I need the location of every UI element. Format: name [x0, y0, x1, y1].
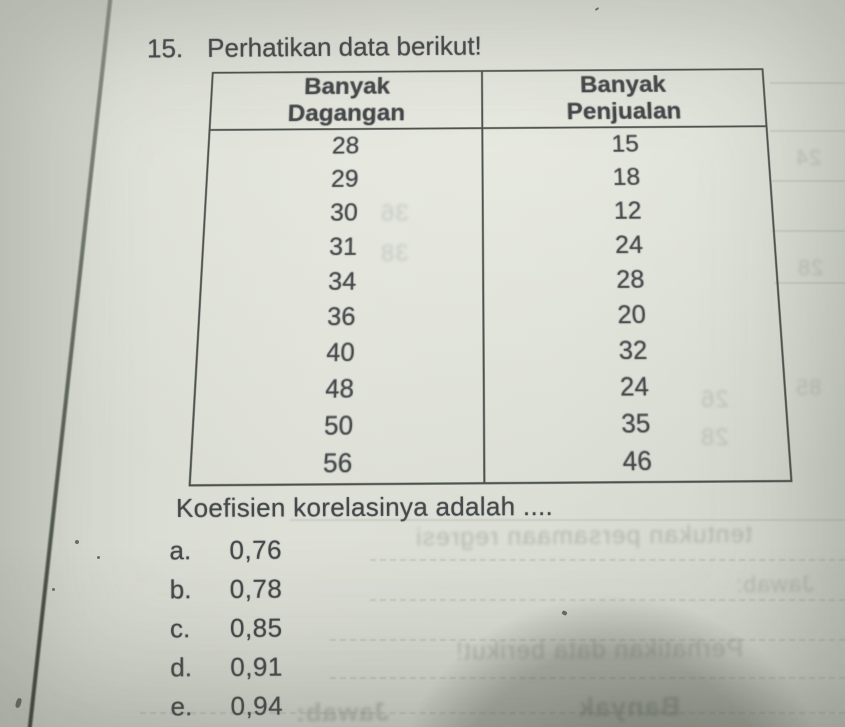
- cell-penjualan: 12: [481, 193, 773, 230]
- option-letter: a.: [169, 535, 192, 566]
- dust-speck: [75, 540, 79, 544]
- cell-penjualan: 24: [482, 227, 776, 264]
- option-value: 0,91: [230, 651, 283, 682]
- cell-penjualan: 15: [481, 127, 768, 163]
- cell-dagangan: 56: [322, 448, 353, 479]
- data-table: Banyak Dagangan Banyak Penjualan 28 15 2…: [188, 68, 793, 487]
- cell-dagangan: 36: [326, 302, 356, 332]
- option-letter: d.: [170, 652, 193, 683]
- header-cell-banyak-dagangan: Banyak Dagangan: [287, 72, 406, 127]
- table-row: 31 24: [203, 227, 776, 265]
- cell-penjualan: 24: [482, 368, 786, 408]
- cell-penjualan: 32: [482, 332, 783, 371]
- table-row: 48 24: [195, 368, 786, 409]
- question-prompt: Perhatikan data berikut!: [207, 30, 482, 63]
- table-row: 56 46: [191, 442, 791, 484]
- cell-penjualan: 20: [482, 296, 780, 335]
- question-header: 15. Perhatikan data berikut!: [147, 31, 482, 65]
- option-value: 0,78: [229, 573, 283, 604]
- cell-penjualan: 46: [483, 442, 791, 483]
- options-list: a. 0,76 b. 0,78 c. 0,85 d. 0,91 e. 0,94: [169, 531, 283, 727]
- option-b: b. 0,78: [170, 570, 283, 610]
- option-letter: e.: [170, 691, 193, 722]
- table-row: 34 28: [201, 261, 778, 301]
- header-cell-banyak-penjualan: Banyak Penjualan: [481, 70, 766, 128]
- dust-speck: [52, 588, 55, 591]
- table-row: 50 35: [193, 404, 788, 446]
- option-value: 0,76: [229, 534, 283, 565]
- table-row: 30 12: [205, 193, 773, 231]
- cell-dagangan: 50: [323, 411, 354, 442]
- option-letter: b.: [169, 574, 192, 605]
- option-value: 0,94: [230, 690, 284, 721]
- cell-dagangan: 40: [325, 338, 355, 368]
- cell-dagangan: 30: [329, 199, 359, 227]
- table-row: 40 32: [197, 332, 783, 372]
- cell-penjualan: 28: [482, 261, 778, 299]
- cell-dagangan: 28: [331, 132, 360, 160]
- option-c: c. 0,85: [170, 609, 283, 649]
- cell-dagangan: 48: [324, 374, 355, 405]
- option-value: 0,85: [229, 612, 283, 643]
- cell-dagangan: 29: [330, 165, 359, 193]
- cell-penjualan: 18: [481, 160, 771, 196]
- option-d: d. 0,91: [170, 648, 283, 688]
- question-number: 15.: [146, 33, 184, 64]
- cell-penjualan: 35: [483, 404, 788, 445]
- cell-dagangan: 31: [328, 233, 358, 261]
- cell-dagangan: 34: [327, 267, 357, 296]
- question-stem: Koefisien korelasinya adalah ....: [175, 491, 554, 523]
- option-e: e. 0,94: [170, 687, 283, 727]
- dust-speck: [97, 556, 100, 559]
- table-row: 36 20: [199, 296, 780, 337]
- option-a: a. 0,76: [169, 531, 282, 571]
- table-row: 28 15: [209, 127, 768, 164]
- option-letter: c.: [169, 613, 191, 644]
- table-row: 29 18: [207, 160, 771, 197]
- table-header-row: Banyak Dagangan Banyak Penjualan: [210, 70, 766, 131]
